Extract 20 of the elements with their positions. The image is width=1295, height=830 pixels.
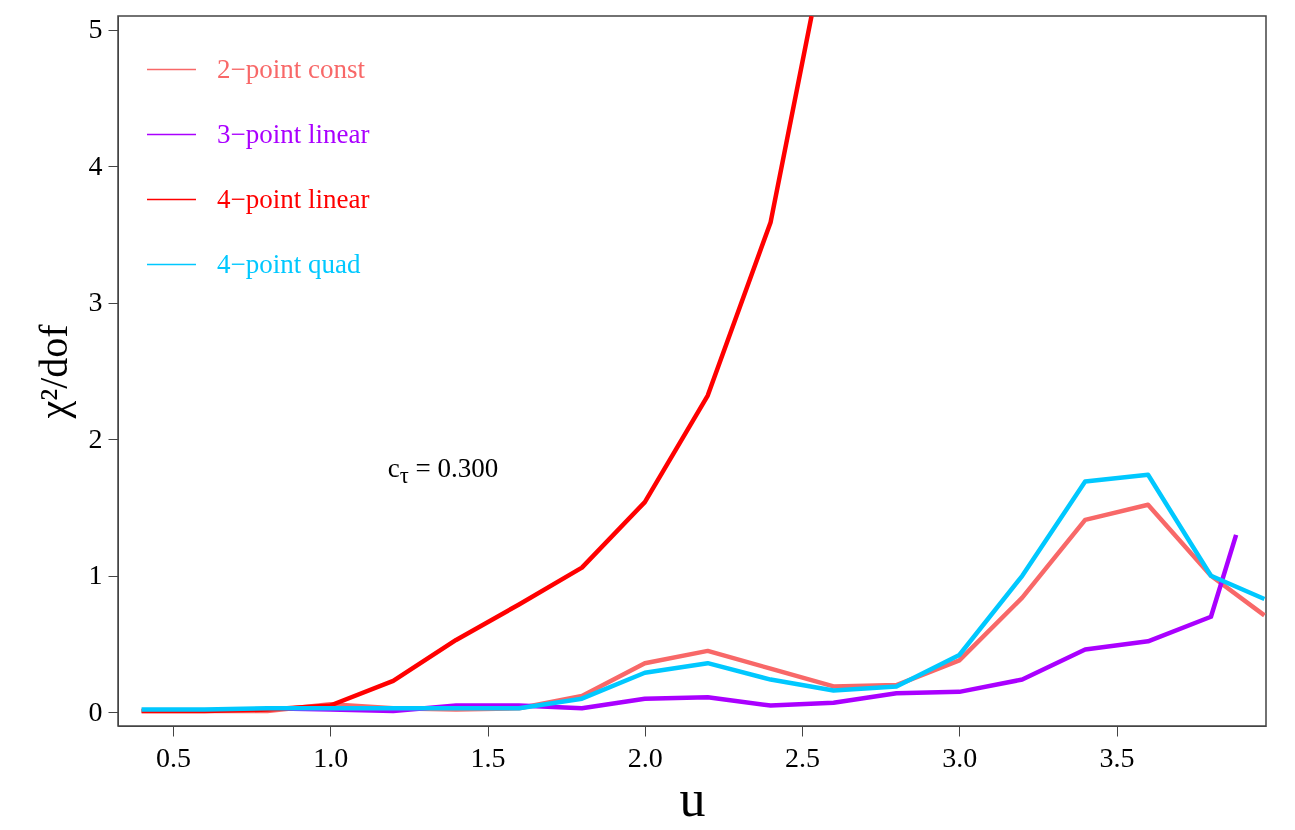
x-tick-label: 2.0 (627, 741, 663, 773)
y-tick-label: 3 (88, 286, 103, 318)
y-tick-label: 1 (88, 559, 103, 591)
legend-label: 4−point quad (217, 248, 361, 279)
y-tick-label: 5 (88, 13, 103, 45)
legend-label: 4−point linear (217, 183, 370, 214)
y-tick-label: 0 (88, 695, 103, 727)
y-axis-title: χ²/dof (30, 323, 76, 420)
x-tick-label: 3.0 (942, 741, 978, 773)
y-tick-label: 4 (88, 149, 103, 181)
x-tick-label: 1.0 (313, 741, 349, 773)
annotation: c$_{τ}$ = 0.300 (387, 452, 499, 490)
y-tick-label: 2 (88, 422, 103, 454)
legend-label: 2−point const (217, 53, 366, 84)
x-tick-label: 0.5 (156, 741, 192, 773)
x-tick-label: 1.5 (470, 741, 506, 773)
x-axis-title: u (679, 769, 706, 827)
x-tick-label: 2.5 (785, 741, 821, 773)
x-tick-label: 3.5 (1099, 741, 1135, 773)
legend-label: 3−point linear (217, 118, 370, 149)
